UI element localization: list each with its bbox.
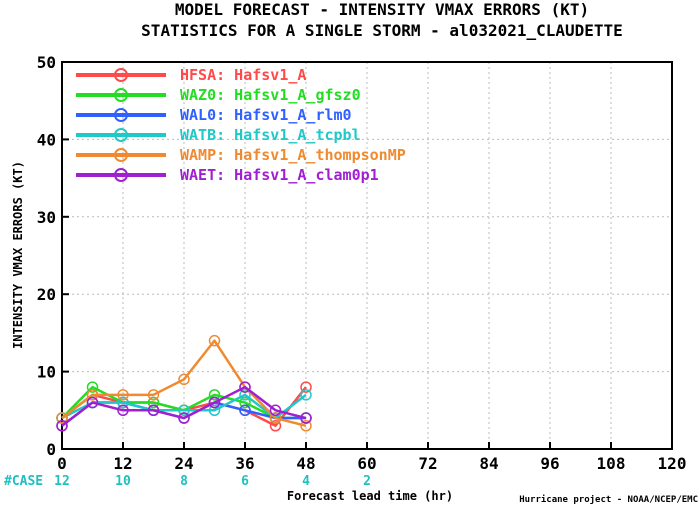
data-point xyxy=(239,396,251,409)
data-point xyxy=(117,396,129,409)
data-point xyxy=(269,420,282,432)
x-tick-label: 24 xyxy=(174,454,193,473)
data-point xyxy=(178,412,190,424)
plot-frame xyxy=(61,61,673,450)
x-tick-label: 12 xyxy=(113,454,132,473)
data-point xyxy=(269,404,282,417)
data-point xyxy=(208,334,221,347)
series-line xyxy=(61,385,307,427)
legend-label: HFSA: Hafsv1_A xyxy=(180,66,306,84)
legend-marker xyxy=(114,68,128,82)
x-tick-label: 72 xyxy=(418,454,437,473)
data-point xyxy=(147,396,160,409)
data-point xyxy=(178,404,190,417)
data-point xyxy=(269,412,282,424)
x-tick-label: 108 xyxy=(597,454,626,473)
series-line xyxy=(61,393,307,420)
data-point xyxy=(239,381,251,393)
x-tick-label: 84 xyxy=(479,454,498,473)
data-point xyxy=(300,381,312,393)
y-tick-label: 40 xyxy=(37,130,56,149)
chart-title: MODEL FORECAST - INTENSITY VMAX ERRORS (… xyxy=(175,0,589,19)
y-tick-label: 30 xyxy=(37,208,56,227)
data-point xyxy=(208,396,221,409)
x-tick-label: 0 xyxy=(57,454,67,473)
legend-label: WAL0: Hafsv1_A_rlm0 xyxy=(180,106,352,124)
data-point xyxy=(56,412,68,424)
x-tick-label: 60 xyxy=(357,454,376,473)
data-point xyxy=(300,412,312,424)
y-tick-label: 0 xyxy=(46,440,56,459)
legend: HFSA: Hafsv1_A WAZ0: Hafsv1_A_gfsz0 WAL0: … xyxy=(76,66,406,184)
legend-marker xyxy=(114,88,128,102)
data-point xyxy=(208,404,221,417)
case-count: 4 xyxy=(302,474,310,489)
y-tick-label: 20 xyxy=(37,285,56,304)
case-count: 12 xyxy=(54,474,70,489)
data-point xyxy=(86,381,99,393)
data-point xyxy=(239,404,251,417)
series-line xyxy=(61,339,307,427)
credit-text: Hurricane project - NOAA/NCEP/EMC xyxy=(519,494,698,505)
x-tick-label: 36 xyxy=(235,454,254,473)
legend-marker xyxy=(114,108,128,122)
x-tick-label: 48 xyxy=(296,454,315,473)
data-point xyxy=(300,420,312,432)
data-point xyxy=(239,389,251,401)
legend-label: WATB: Hafsv1_A_tcpbl xyxy=(180,126,361,144)
legend-marker xyxy=(114,148,128,162)
grid-lines xyxy=(62,62,672,449)
data-series xyxy=(56,334,312,432)
x-axis-ticks: 0 12 24 36 48 60 72 84 96 108 120 xyxy=(57,442,686,473)
legend-label: WAET: Hafsv1_A_clam0p1 xyxy=(180,166,379,184)
chart-subtitle: STATISTICS FOR A SINGLE STORM - al032021… xyxy=(141,21,623,40)
case-count: 2 xyxy=(363,474,371,489)
x-axis-label: Forecast lead time (hr) xyxy=(287,489,453,503)
data-point xyxy=(56,420,68,432)
y-tick-label: 10 xyxy=(37,363,56,382)
legend-marker xyxy=(114,128,128,142)
data-point xyxy=(117,389,129,401)
data-point xyxy=(86,389,99,401)
data-point xyxy=(147,404,160,417)
case-count: 6 xyxy=(241,474,249,489)
data-point xyxy=(300,389,312,401)
data-point xyxy=(147,389,160,401)
legend-marker xyxy=(114,168,128,182)
x-tick-label: 96 xyxy=(540,454,559,473)
data-point xyxy=(208,389,221,401)
case-count-label: #CASE xyxy=(4,474,43,489)
legend-label: WAZ0: Hafsv1_A_gfsz0 xyxy=(180,86,361,104)
data-point xyxy=(86,396,99,409)
y-tick-label: 50 xyxy=(37,53,56,72)
x-tick-label: 120 xyxy=(658,454,687,473)
case-count: 10 xyxy=(115,474,131,489)
data-point xyxy=(117,404,129,417)
y-axis-ticks: 0 10 20 30 40 50 xyxy=(37,53,69,459)
legend-label: WAMP: Hafsv1_A_thompsonMP xyxy=(180,146,406,164)
case-count: 8 xyxy=(180,474,188,489)
data-point xyxy=(178,373,190,386)
y-axis-label: INTENSITY VMAX ERRORS (KT) xyxy=(11,161,25,349)
case-counts: 12 10 8 6 4 2 xyxy=(54,474,371,489)
